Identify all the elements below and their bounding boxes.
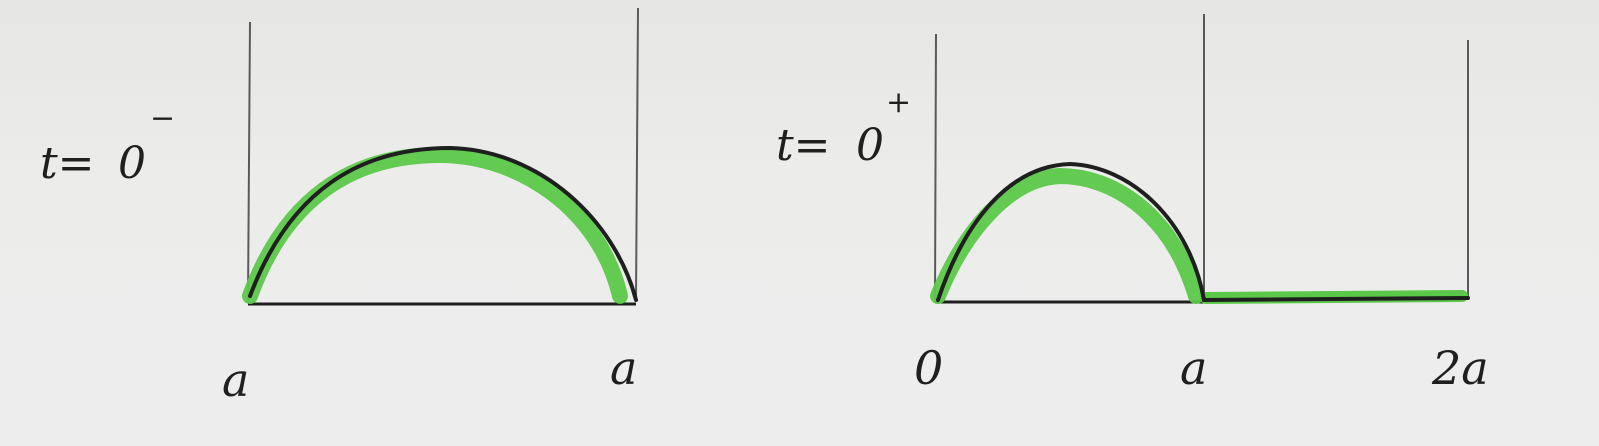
right-x-label-zero: 0 (914, 341, 943, 395)
right-flat-line (1202, 296, 1470, 302)
left-panel: t= 0 − a a (40, 7, 639, 407)
left-wall-right (635, 7, 639, 301)
left-x-label-start: a (222, 353, 249, 407)
right-curve (936, 161, 1206, 302)
left-x-label-end: a (610, 341, 637, 395)
left-time-minus: − (150, 101, 175, 136)
right-time-label: t= (776, 120, 831, 171)
right-x-label-2a: 2a (1431, 341, 1489, 395)
left-curve (248, 145, 638, 302)
left-time-zero: 0 (118, 138, 146, 189)
right-x-label-a: a (1180, 341, 1207, 395)
right-panel: t= 0 + 0 a 2a (776, 14, 1489, 395)
right-curve-highlight (930, 167, 1204, 304)
right-time-zero: 0 (856, 120, 884, 171)
left-wall-left (247, 21, 251, 301)
left-time-label: t= (40, 138, 95, 189)
right-time-plus: + (886, 85, 911, 120)
left-curve-highlight (242, 146, 628, 304)
right-wall-left (934, 33, 937, 301)
